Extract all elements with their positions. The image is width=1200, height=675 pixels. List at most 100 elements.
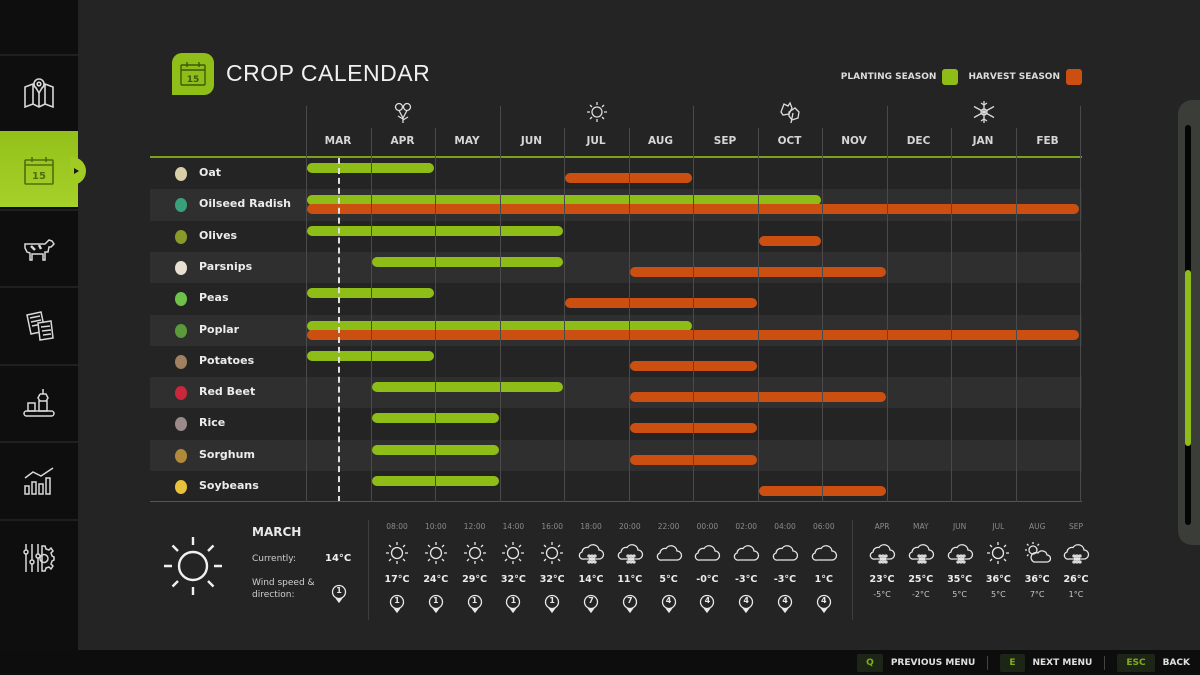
forecast-low-temp: -2°C bbox=[912, 590, 930, 599]
crop-name: Rice bbox=[199, 416, 226, 430]
footer-divider bbox=[1104, 655, 1106, 670]
month-label: JUN bbox=[520, 135, 543, 147]
oat-icon bbox=[171, 164, 191, 184]
hail-weather-icon bbox=[571, 538, 611, 568]
hail-weather-icon bbox=[901, 538, 941, 568]
forecast-high-temp: 25°C bbox=[908, 574, 934, 585]
active-indicator bbox=[70, 157, 86, 185]
documents-icon bbox=[26, 311, 54, 341]
sidebar: 15 bbox=[0, 0, 86, 650]
cloud-weather-icon bbox=[765, 538, 805, 568]
wind-direction-icon: 1 bbox=[505, 594, 521, 614]
sidebar-item-animals[interactable] bbox=[0, 209, 78, 285]
forecast-temp: -0°C bbox=[696, 574, 719, 585]
crop-row: Poplar bbox=[150, 314, 1082, 346]
hourly-forecast-item: 06:00 1°C 4 bbox=[804, 522, 844, 614]
sun-weather-icon bbox=[978, 538, 1018, 568]
sidebar-item-map[interactable] bbox=[0, 54, 78, 130]
wind-direction-icon: 4 bbox=[816, 594, 832, 614]
grid-column-line bbox=[370, 128, 372, 502]
monthly-forecast-item: JUL 36°C 5°C bbox=[978, 522, 1018, 599]
month-label: JUL bbox=[586, 135, 606, 147]
wind-speed: 1 bbox=[394, 596, 400, 605]
forecast-temp: -3°C bbox=[773, 574, 797, 585]
flower-icon bbox=[391, 100, 415, 124]
sidebar-item-contracts[interactable] bbox=[0, 286, 78, 362]
month-label: MAR bbox=[324, 135, 352, 147]
svg-text:15: 15 bbox=[32, 171, 46, 182]
legend-harvest-label: HARVEST SEASON bbox=[968, 72, 1060, 82]
grid-column-line bbox=[628, 128, 630, 502]
wind-direction-icon: 4 bbox=[699, 594, 715, 614]
current-date-marker bbox=[338, 158, 340, 502]
grid-column-line bbox=[822, 128, 823, 502]
monthly-forecast-item: MAY 25°C -2°C bbox=[901, 522, 941, 599]
map-pin-icon bbox=[24, 78, 54, 109]
forecast-month: APR bbox=[874, 522, 890, 531]
cow-icon bbox=[24, 239, 55, 261]
forecast-temp: 29°C bbox=[462, 574, 488, 585]
crop-row: Peas bbox=[150, 283, 1082, 314]
crop-row: Red Beet bbox=[150, 377, 1082, 409]
sun-weather-icon bbox=[377, 538, 417, 568]
wind-speed: 4 bbox=[782, 596, 788, 605]
footer-divider bbox=[987, 655, 989, 670]
key-esc[interactable]: ESC bbox=[1117, 653, 1155, 672]
wind-speed: 1 bbox=[433, 596, 439, 605]
crop-name: Peas bbox=[199, 291, 229, 305]
legend-harvest-swatch bbox=[1066, 69, 1082, 85]
crop-name: Parsnips bbox=[199, 259, 253, 273]
weather-month: MARCH bbox=[252, 525, 302, 539]
wind-direction-icon: 7 bbox=[583, 594, 599, 614]
forecast-low-temp: 7°C bbox=[1029, 590, 1045, 599]
month-label: AUG bbox=[648, 135, 673, 147]
settings-icon bbox=[23, 544, 55, 572]
forecast-temp: -3°C bbox=[735, 574, 758, 585]
crop-row: Parsnips bbox=[150, 251, 1082, 284]
sidebar-item-settings[interactable] bbox=[0, 519, 78, 595]
forecast-time: 18:00 bbox=[580, 522, 602, 531]
forecast-time: 14:00 bbox=[502, 522, 525, 531]
forecast-time: 22:00 bbox=[657, 522, 680, 531]
sun-icon bbox=[585, 100, 609, 124]
wind-speed: 4 bbox=[665, 596, 672, 605]
forecast-temp: 5°C bbox=[659, 574, 678, 585]
key-e[interactable]: E bbox=[1000, 653, 1025, 672]
hourly-forecast-item: 18:00 14°C 7 bbox=[571, 522, 611, 614]
key-q[interactable]: Q bbox=[857, 653, 883, 672]
wind-direction-icon: 1 bbox=[467, 594, 483, 614]
grid-column-line bbox=[1015, 128, 1017, 502]
planting-bar bbox=[371, 382, 563, 393]
wind-direction-icon: 7 bbox=[622, 594, 638, 614]
grid-column-line bbox=[757, 128, 759, 502]
forecast-month: AUG bbox=[1028, 522, 1046, 531]
crop-name: Sorghum bbox=[199, 447, 255, 461]
forecast-time: 10:00 bbox=[424, 522, 447, 531]
crop-name: Oat bbox=[199, 166, 222, 179]
sidebar-item-calendar[interactable]: 15 bbox=[0, 131, 86, 207]
legend-harvest: HARVEST SEASON bbox=[968, 69, 1082, 85]
forecast-low-temp: 5°C bbox=[952, 590, 967, 599]
previous-menu-button[interactable]: PREVIOUS MENU bbox=[890, 657, 976, 668]
back-button[interactable]: BACK bbox=[1162, 657, 1190, 668]
wind-label: Wind speed & direction: bbox=[252, 578, 315, 600]
hail-weather-icon bbox=[1056, 538, 1096, 568]
legend-planting-swatch bbox=[942, 69, 959, 85]
weather-divider bbox=[368, 520, 369, 620]
sidebar-item-production[interactable] bbox=[0, 364, 78, 440]
cloud-weather-icon bbox=[726, 538, 766, 568]
crop-row: Olives bbox=[150, 221, 1082, 252]
wind-speed: 7 bbox=[588, 596, 594, 605]
monthly-forecast-item: JUN 35°C 5°C bbox=[940, 522, 980, 599]
sidebar-item-statistics[interactable] bbox=[0, 441, 78, 517]
wind-speed: 1 bbox=[549, 596, 555, 605]
next-menu-button[interactable]: NEXT MENU bbox=[1032, 657, 1093, 668]
scrollbar-thumb[interactable] bbox=[1185, 270, 1191, 446]
crop-calendar-grid: Oat Oilseed Radish Olives Parsnips Peas Popla… bbox=[150, 100, 1082, 502]
weather-divider bbox=[852, 520, 853, 620]
crop-name: Potatoes bbox=[199, 353, 255, 367]
crop-name: Poplar bbox=[199, 322, 240, 336]
grid-column-line bbox=[886, 106, 888, 502]
planting-bar bbox=[371, 256, 563, 267]
